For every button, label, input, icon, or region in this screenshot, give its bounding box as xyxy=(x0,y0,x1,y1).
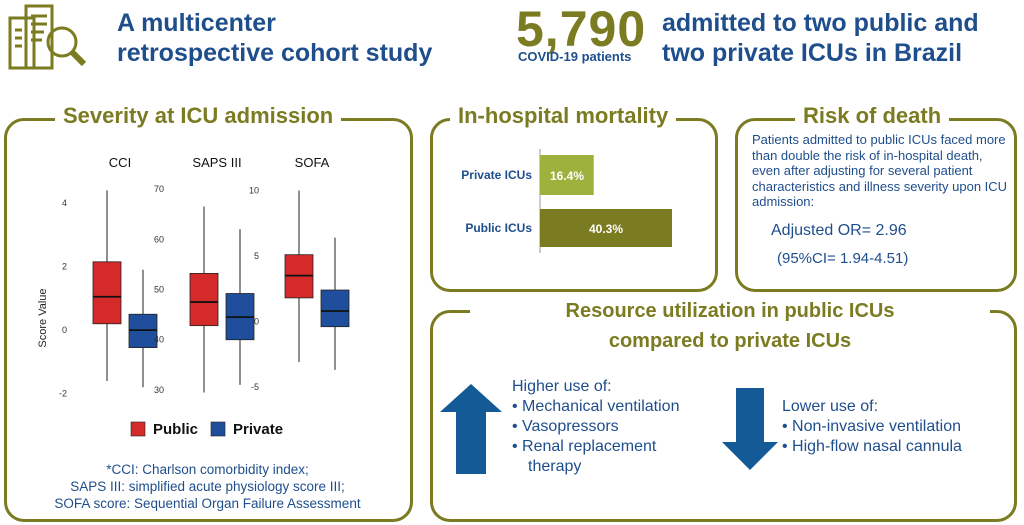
admission-description: admitted to two public and two private I… xyxy=(662,8,979,68)
tick-label: 0 xyxy=(254,316,259,326)
arrow-down-icon xyxy=(722,388,778,470)
tick-label: 5 xyxy=(254,251,259,261)
tick-label: 2 xyxy=(62,262,67,272)
higher-use-heading: Higher use of: xyxy=(512,378,612,395)
higher-use-list: Higher use of: • Mechanical ventilation … xyxy=(512,377,679,477)
category-label: Private ICUs xyxy=(461,168,532,182)
tick-label: 70 xyxy=(154,184,164,194)
legend-swatch-public xyxy=(130,421,146,437)
patients-label: COVID-19 patients xyxy=(518,49,632,64)
panel-title: CCI xyxy=(109,155,131,170)
box-private xyxy=(320,289,350,328)
risk-panel-title: Risk of death xyxy=(795,103,950,129)
mortality-bar-private-icus xyxy=(540,155,594,195)
tick-label: -5 xyxy=(251,382,259,392)
study-design-title: A multicenter retrospective cohort study xyxy=(117,8,432,68)
bar-value-label: 40.3% xyxy=(589,222,623,236)
bar-value-label: 16.4% xyxy=(550,169,584,183)
lower-use-item: • High-flow nasal cannula xyxy=(782,438,962,455)
tick-label: 40 xyxy=(154,335,164,345)
study-title-line2: retrospective cohort study xyxy=(117,39,433,67)
boxplot-panel-cci: CCI -2 0 2 4 xyxy=(59,155,158,399)
risk-description: Patients admitted to public ICUs faced m… xyxy=(752,132,1008,209)
footnote-line-sofa: SOFA score: Sequential Organ Failure Ass… xyxy=(54,496,361,511)
boxplot-panel-sofa: SOFA -5 0 5 10 xyxy=(249,155,350,392)
box-public xyxy=(92,261,122,325)
confidence-interval: (95%CI= 1.94-4.51) xyxy=(777,250,909,267)
higher-use-item: • Mechanical ventilation xyxy=(512,398,680,415)
resource-title-line1: Resource utilization in public ICUs xyxy=(565,300,895,322)
study-title-line1: A multicenter xyxy=(117,9,276,37)
admission-line1: admitted to two public and xyxy=(662,9,979,37)
adjusted-odds-ratio: Adjusted OR= 2.96 xyxy=(771,222,907,239)
lower-use-item: • Non-invasive ventilation xyxy=(782,418,962,435)
higher-use-item: • Renal replacement xyxy=(512,438,657,455)
higher-use-item: • Vasopressors xyxy=(512,418,619,435)
admission-line2: two private ICUs in Brazil xyxy=(662,39,963,67)
arrow-up-icon xyxy=(440,384,502,474)
tick-label: 4 xyxy=(62,198,67,208)
boxplot-panel-saps-iii: SAPS III 30 40 50 60 70 xyxy=(154,155,255,395)
mortality-bar-chart: Private ICUs 16.4% Public ICUs 40.3% xyxy=(461,149,672,253)
tick-label: -2 xyxy=(59,389,67,399)
mortality-panel-title: In-hospital mortality xyxy=(450,103,677,129)
panel-title: SAPS III xyxy=(192,155,241,170)
legend-label-private: Private xyxy=(233,421,283,438)
resource-panel-title: Resource utilization in public ICUs comp… xyxy=(470,296,990,356)
higher-use-item: therapy xyxy=(528,458,582,475)
footnote-line-saps: SAPS III: simplified acute physiology sc… xyxy=(70,479,345,494)
lower-use-list: Lower use of: • Non-invasive ventilation… xyxy=(782,397,962,457)
boxplot-legend: Public Private xyxy=(130,421,283,438)
resource-title-line2: compared to private ICUs xyxy=(608,330,852,352)
tick-label: 0 xyxy=(62,325,67,335)
mortality-bar-public-icus xyxy=(540,209,672,247)
category-label: Public ICUs xyxy=(465,221,532,235)
y-axis-label: Score Value xyxy=(37,288,49,347)
box-public xyxy=(189,273,219,327)
tick-label: 50 xyxy=(154,284,164,294)
patient-count: 5,790 xyxy=(516,1,647,57)
legend-label-public: Public xyxy=(153,421,198,438)
tick-label: 60 xyxy=(154,234,164,244)
lower-use-heading: Lower use of: xyxy=(782,398,879,415)
severity-footnote: *CCI: Charlson comorbidity index; SAPS I… xyxy=(10,461,405,512)
tick-label: 10 xyxy=(249,186,259,196)
footnote-line-cci: *CCI: Charlson comorbidity index; xyxy=(106,462,309,477)
legend-swatch-private xyxy=(210,421,226,437)
research-building-icon xyxy=(8,4,87,70)
panel-title: SOFA xyxy=(295,155,330,170)
severity-panel-title: Severity at ICU admission xyxy=(55,103,342,129)
tick-label: 30 xyxy=(154,385,164,395)
